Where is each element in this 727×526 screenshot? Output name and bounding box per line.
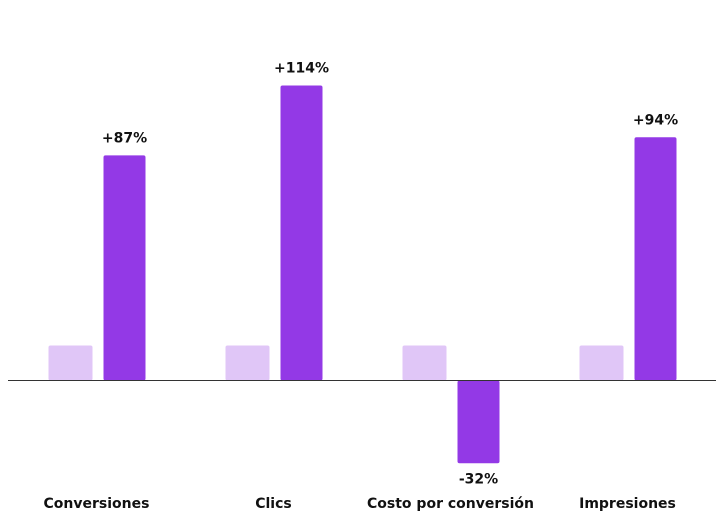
value-label: +114% — [274, 61, 329, 77]
bar — [457, 380, 500, 464]
x-tick-label: Clics — [255, 496, 292, 512]
value-label: +94% — [633, 112, 678, 128]
x-tick-label: Costo por conversión — [367, 496, 534, 512]
reference-bar — [579, 345, 624, 381]
x-tick-label: Conversiones — [44, 496, 150, 512]
bar — [634, 137, 677, 381]
value-label: -32% — [459, 471, 498, 487]
reference-bar — [225, 345, 270, 381]
bar — [280, 85, 323, 381]
reference-bar — [48, 345, 93, 381]
x-tick-label: Impresiones — [579, 496, 676, 512]
reference-bar — [402, 345, 447, 381]
value-label: +87% — [102, 130, 147, 146]
bar — [103, 155, 146, 381]
